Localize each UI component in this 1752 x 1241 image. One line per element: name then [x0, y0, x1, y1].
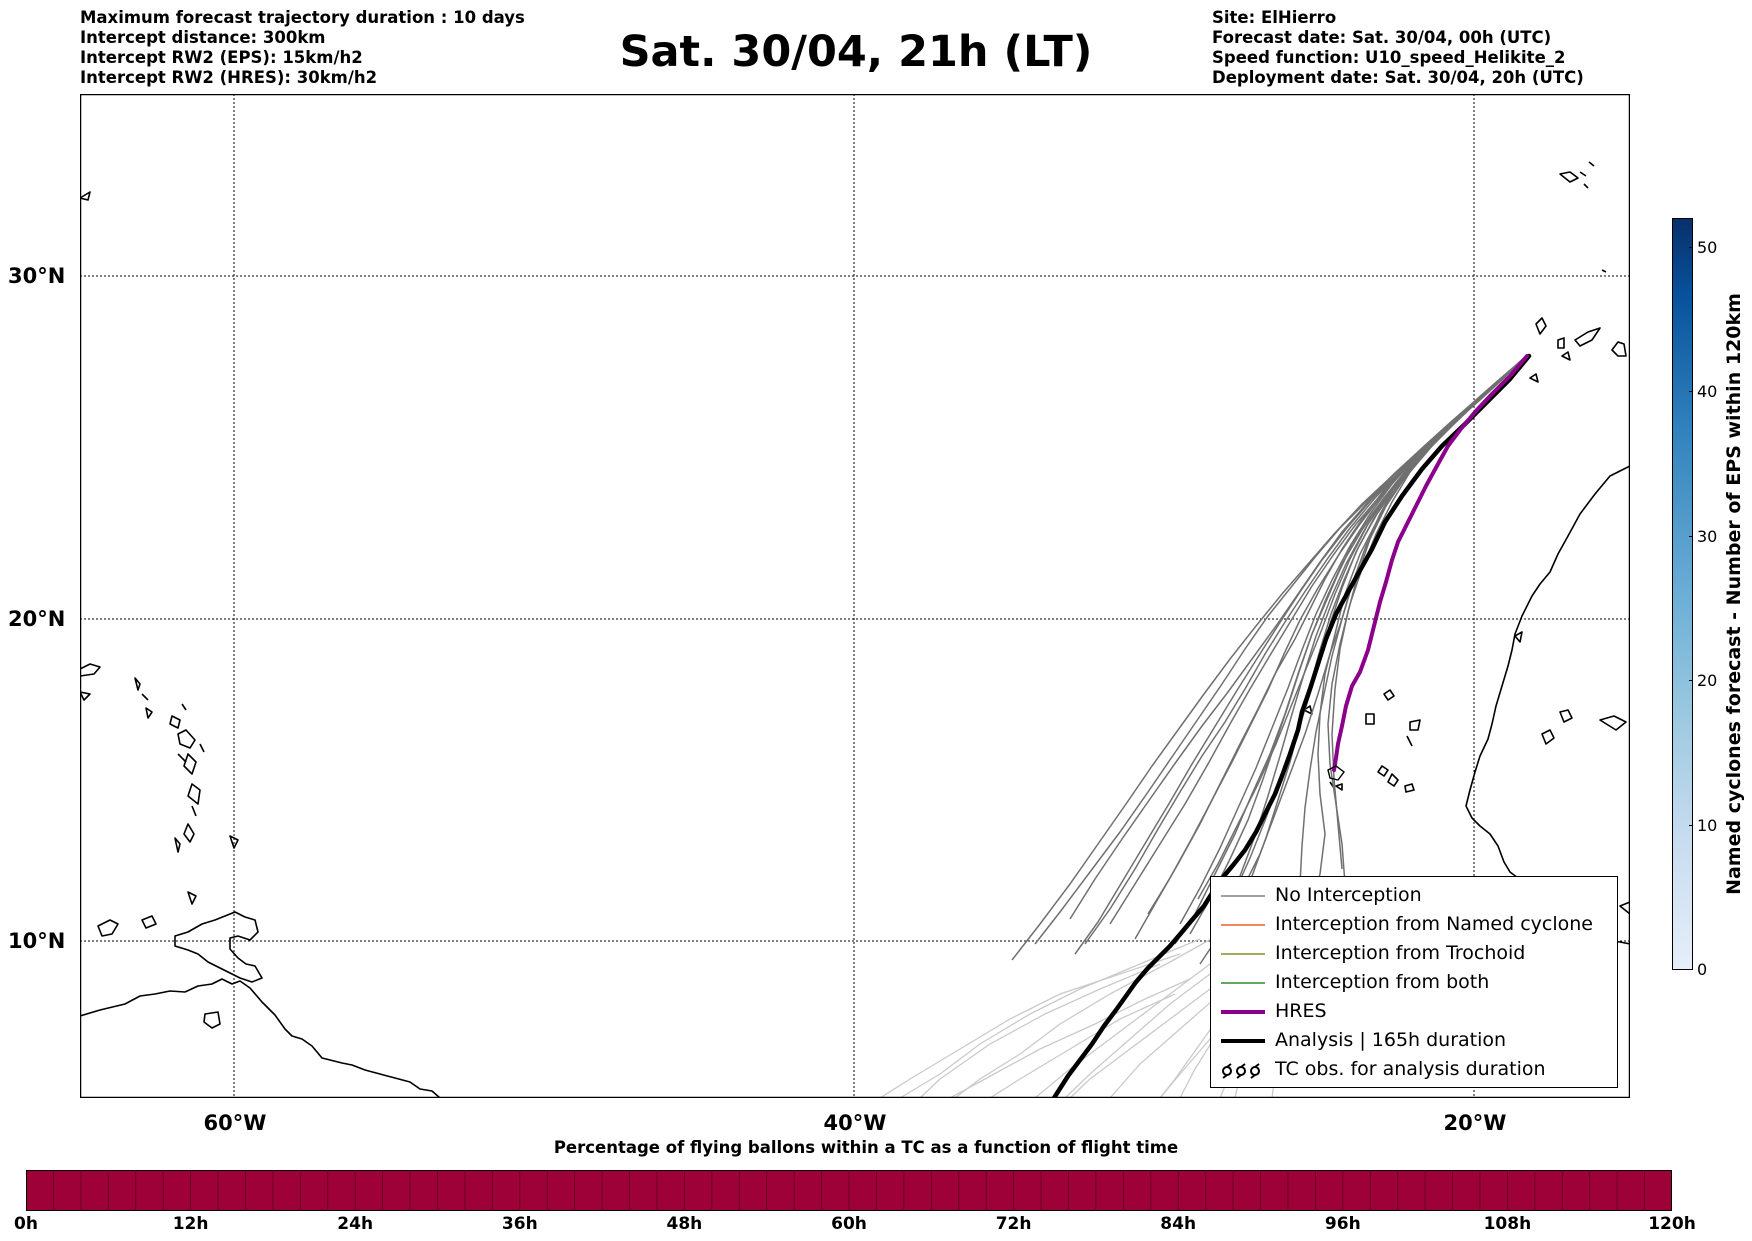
- header-info-left: Maximum forecast trajectory duration : 1…: [80, 8, 525, 88]
- colorbar-tick-mark: [1689, 680, 1693, 681]
- header-info-right: Site: ElHierro Forecast date: Sat. 30/04…: [1212, 8, 1584, 88]
- legend-label: Analysis | 165h duration: [1275, 1029, 1507, 1051]
- legend-thick-line-icon: [1221, 1039, 1265, 1043]
- flight-time-tick: 108h: [1483, 1214, 1532, 1234]
- colorbar-tick-label: 30: [1697, 527, 1718, 546]
- colorbar-tick-label: 10: [1697, 816, 1718, 835]
- info-line: Intercept distance: 300km: [80, 28, 326, 47]
- legend-item: Interception from Named cyclone: [1211, 910, 1617, 939]
- flight-time-bar-title: Percentage of flying ballons within a TC…: [553, 1138, 1179, 1157]
- legend-line-icon: [1221, 924, 1265, 926]
- flight-time-tick: 84h: [1160, 1214, 1197, 1234]
- lon-label-40w: 40°W: [823, 1111, 887, 1135]
- info-line: Deployment date: Sat. 30/04, 20h (UTC): [1212, 68, 1584, 87]
- flight-time-tick: 36h: [501, 1214, 538, 1234]
- legend-line-icon: [1221, 953, 1265, 955]
- flight-time-tick: 48h: [666, 1214, 703, 1234]
- lat-label-20n: 20°N: [8, 607, 66, 631]
- flight-time-tick: 0h: [14, 1214, 38, 1234]
- legend-item: Analysis | 165h duration: [1211, 1026, 1617, 1055]
- colorbar-tick-label: 40: [1697, 382, 1718, 401]
- flight-time-tick: 72h: [995, 1214, 1032, 1234]
- flight-time-tick: 96h: [1324, 1214, 1361, 1234]
- legend-line-icon: [1221, 895, 1265, 897]
- info-line: Intercept RW2 (HRES): 30km/h2: [80, 68, 378, 87]
- colorbar-tick-label: 0: [1697, 960, 1708, 979]
- analysis-trajectory: [1051, 353, 1532, 1098]
- legend-line-icon: [1221, 982, 1265, 984]
- info-line: Maximum forecast trajectory duration : 1…: [80, 8, 525, 27]
- flight-time-tick: 60h: [831, 1214, 867, 1234]
- legend-label: Interception from Trochoid: [1275, 942, 1526, 964]
- flight-time-bar: [26, 1170, 1672, 1211]
- hres-endpoint-icon: [1327, 765, 1345, 781]
- legend-item: Interception from Trochoid: [1211, 939, 1617, 968]
- legend-item: No Interception: [1211, 881, 1617, 910]
- legend-thick-line-icon: [1221, 1010, 1265, 1014]
- colorbar-tick-mark: [1689, 825, 1693, 826]
- info-line: Speed function: U10_speed_Helikite_2: [1212, 48, 1566, 67]
- flight-time-tick: 12h: [172, 1214, 209, 1234]
- legend-label: Interception from both: [1275, 971, 1490, 993]
- colorbar-tick-mark: [1689, 391, 1693, 392]
- colorbar-tick-label: 20: [1697, 671, 1718, 690]
- legend-item: TC obs. for analysis duration: [1211, 1055, 1617, 1084]
- legend-item: Interception from both: [1211, 968, 1617, 997]
- info-line: Forecast date: Sat. 30/04, 00h (UTC): [1212, 28, 1552, 47]
- hres-trajectory: [1332, 354, 1529, 772]
- lon-label-60w: 60°W: [203, 1111, 267, 1135]
- lat-label-10n: 10°N: [8, 929, 66, 953]
- eps-count-colorbar: [1672, 218, 1693, 970]
- legend-label: No Interception: [1275, 884, 1422, 906]
- legend-item: HRES: [1211, 997, 1617, 1026]
- coastline-south-america: [80, 978, 441, 1098]
- lon-label-20w: 20°W: [1443, 1111, 1507, 1135]
- colorbar-tick-label: 50: [1697, 238, 1718, 257]
- map-legend: No Interception Interception from Named …: [1210, 876, 1618, 1088]
- info-line: Site: ElHierro: [1212, 8, 1337, 27]
- info-line: Intercept RW2 (EPS): 15km/h2: [80, 48, 363, 67]
- flight-time-tick: 120h: [1648, 1214, 1696, 1234]
- legend-label: Interception from Named cyclone: [1275, 913, 1593, 935]
- legend-label: HRES: [1275, 1000, 1327, 1022]
- colorbar-tick-mark: [1689, 536, 1693, 537]
- legend-label: TC obs. for analysis duration: [1275, 1058, 1546, 1080]
- lat-label-30n: 30°N: [8, 264, 66, 288]
- cyclone-icon: [1222, 1063, 1260, 1079]
- colorbar-label: Named cyclones forecast - Number of EPS …: [1723, 293, 1745, 895]
- colorbar-tick-mark: [1689, 969, 1693, 970]
- map-title: Sat. 30/04, 21h (LT): [619, 27, 1093, 77]
- flight-time-tick: 24h: [337, 1214, 374, 1234]
- colorbar-tick-mark: [1689, 247, 1693, 248]
